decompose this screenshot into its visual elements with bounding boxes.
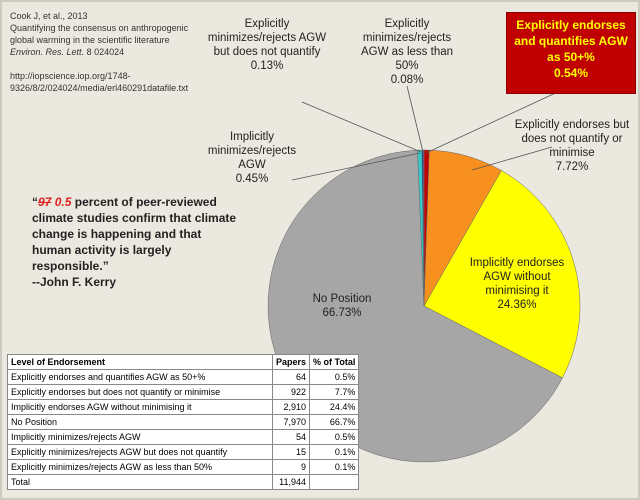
table-cell: Implicitly endorses AGW without minimisi… — [7, 399, 273, 415]
replacement-number: 0.5 — [54, 195, 72, 209]
category-label: Explicitly minimizes/rejects AGW as less… — [360, 18, 454, 72]
slice-label: Explicitly endorses but does not quantif… — [507, 118, 637, 174]
leader-line — [301, 101, 422, 153]
value-label: 0.13% — [250, 60, 284, 72]
table-row: Explicitly minimizes/rejects AGW but doe… — [7, 444, 360, 460]
leader-line — [471, 146, 553, 171]
table-cell: 0.1% — [309, 444, 360, 460]
table-cell — [309, 474, 360, 490]
table-cell: 2,910 — [271, 399, 311, 415]
data-table: Level of Endorsement Papers% of Total Expl… — [7, 354, 360, 490]
table-row: Implicitly endorses AGW without minimisi… — [7, 399, 360, 415]
leader-line — [425, 89, 563, 154]
table-cell: 0.5% — [309, 369, 360, 385]
table-cell: 7.7% — [309, 384, 360, 400]
slice-label: Explicitly endorses and quantifies AGW a… — [506, 12, 636, 94]
value-label: 0.45% — [235, 173, 269, 185]
table-cell: Explicitly minimizes/rejects AGW but doe… — [7, 444, 273, 460]
table-cell: Implicitly minimizes/rejects AGW — [7, 429, 273, 445]
table-row: Explicitly endorses but does not quantif… — [7, 384, 360, 400]
table-cell: Total — [7, 474, 273, 490]
table-cell: 0.5% — [309, 429, 360, 445]
slice-label: Implicitly minimizes/rejects AGW 0.45% — [202, 130, 302, 186]
table-cell: 64 — [271, 369, 311, 385]
table-cell: 15 — [271, 444, 311, 460]
slice-label: Implicitly endorses AGW without minimisi… — [457, 256, 577, 312]
value-label: 66.73% — [322, 307, 362, 319]
pie-slice — [422, 149, 425, 307]
quote-attribution: --John F. Kerry — [32, 275, 117, 289]
table-row: Implicitly minimizes/rejects AGW 54 0.5% — [7, 429, 360, 445]
leader-lines — [291, 85, 563, 181]
citation-url: 9326/8/2/024024/media/erl460291datafile.… — [10, 83, 189, 93]
quote-mark: “ — [32, 195, 38, 209]
slice-label: Explicitly minimizes/rejects AGW but doe… — [207, 17, 327, 73]
header-cell: Level of Endorsement — [7, 354, 273, 370]
table-row: Explicitly endorses and quantifies AGW a… — [7, 369, 360, 385]
citation: Cook J, et al., 2013 Quantifying the con… — [10, 10, 188, 94]
table-cell: 9 — [271, 459, 311, 475]
citation-title: global warming in the scientific literat… — [10, 35, 170, 45]
table-cell: 54 — [271, 429, 311, 445]
table-cell: 0.1% — [309, 459, 360, 475]
category-label: Explicitly endorses but does not quantif… — [514, 119, 630, 159]
header-cell: Papers — [271, 354, 311, 370]
table-header: Level of Endorsement Papers% of Total — [7, 354, 360, 370]
quote: “97 0.5 percent of peer-reviewed climate… — [32, 194, 237, 290]
value-label: 0.54% — [553, 66, 589, 80]
table-cell: Explicitly endorses and quantifies AGW a… — [7, 369, 273, 385]
table-cell: 7,970 — [271, 414, 311, 430]
value-label: 24.36% — [497, 299, 537, 311]
value-label: 7.72% — [555, 161, 589, 173]
leader-line — [291, 152, 421, 181]
header-cell: % of Total — [309, 354, 360, 370]
table-cell: Explicitly minimizes/rejects AGW as less… — [7, 459, 273, 475]
leader-line — [406, 85, 424, 153]
struck-number: 97 — [38, 195, 52, 209]
table-cell: No Position — [7, 414, 273, 430]
slice-label: No Position 66.73% — [282, 292, 402, 320]
table-cell: 66.7% — [309, 414, 360, 430]
table-row: Explicitly minimizes/rejects AGW as less… — [7, 459, 360, 475]
table-row: No Position 7,970 66.7% — [7, 414, 360, 430]
value-label: 0.08% — [390, 74, 424, 86]
slice-label: Explicitly minimizes/rejects AGW as less… — [352, 17, 462, 87]
table-row: Total 11,944 — [7, 474, 360, 490]
category-label: Explicitly minimizes/rejects AGW but doe… — [207, 18, 327, 58]
category-label: Implicitly endorses AGW without minimisi… — [469, 257, 565, 297]
citation-volume: 8 024024 — [86, 47, 125, 57]
citation-title: Quantifying the consensus on anthropogen… — [10, 23, 189, 33]
citation-author: Cook J, et al., 2013 — [10, 11, 88, 21]
table-cell: Explicitly endorses but does not quantif… — [7, 384, 273, 400]
citation-journal: Environ. Res. Lett. — [10, 47, 85, 57]
quote-text: percent of peer-reviewed climate studies… — [32, 195, 237, 273]
table-cell: 922 — [271, 384, 311, 400]
category-label: Explicitly endorses and quantifies AGW a… — [514, 18, 628, 64]
category-label: No Position — [312, 293, 372, 305]
citation-url: http://iopscience.iop.org/1748- — [10, 71, 131, 81]
table-cell: 24.4% — [309, 399, 360, 415]
table-cell: 11,944 — [271, 474, 311, 490]
category-label: Implicitly minimizes/rejects AGW — [207, 131, 297, 171]
